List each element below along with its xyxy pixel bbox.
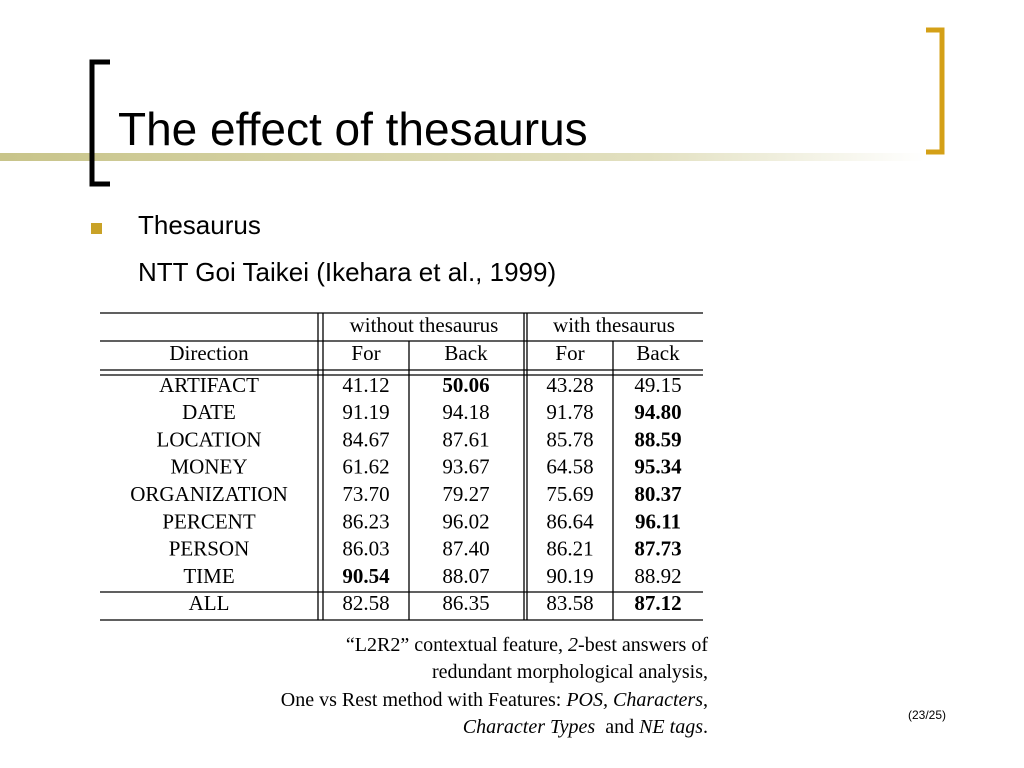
row-label: ALL — [189, 591, 230, 615]
column-header: Back — [444, 341, 488, 365]
cell: 95.34 — [634, 455, 682, 479]
group-header: with thesaurus — [553, 313, 675, 337]
cell: 86.35 — [442, 591, 489, 615]
cell: 83.58 — [546, 591, 593, 615]
caption-text: -best answers of — [578, 634, 708, 656]
cell: 64.58 — [546, 455, 593, 479]
table: without thesaurus with thesaurus Direction… — [100, 312, 703, 621]
caption-text: redundant morphological analysis, — [431, 661, 708, 684]
row-label: ORGANIZATION — [130, 482, 287, 506]
cell: 91.78 — [546, 400, 593, 424]
cell: 61.62 — [342, 455, 389, 479]
caption-text: POS, Characters — [566, 688, 703, 711]
caption-text: Character Types — [462, 715, 596, 738]
row-label: DATE — [182, 400, 236, 424]
cell: 87.61 — [442, 427, 489, 451]
caption-text: “L2R2” contextual feature, — [345, 634, 569, 656]
caption-line: One vs Rest method with Features: POS, C… — [281, 687, 708, 714]
column-header: Direction — [169, 341, 249, 365]
cell: 94.18 — [442, 400, 489, 424]
bullet-text: Thesaurus — [138, 210, 261, 240]
cell: 79.27 — [442, 482, 489, 506]
cell: 87.40 — [442, 537, 489, 561]
row-label: MONEY — [171, 455, 248, 479]
cell: 88.59 — [634, 427, 681, 451]
title-rule — [0, 153, 925, 161]
caption-line: Character Types and NE tags. — [281, 714, 708, 741]
left-bracket — [89, 59, 110, 187]
caption-text: 2 — [568, 634, 579, 656]
caption: “L2R2” contextual feature, 2-best answer… — [281, 632, 708, 741]
caption-text: , — [703, 688, 708, 711]
cell: 85.78 — [546, 427, 593, 451]
cell: 49.15 — [634, 373, 681, 397]
cell: 75.69 — [546, 482, 593, 506]
row-label: TIME — [183, 564, 234, 588]
row-label: PERSON — [169, 537, 250, 561]
bullet-marker — [91, 223, 102, 234]
cell: 80.37 — [634, 482, 681, 506]
cell: 50.06 — [442, 373, 489, 397]
cell: 93.67 — [442, 455, 489, 479]
row-label: PERCENT — [162, 509, 256, 533]
cell: 94.80 — [634, 400, 681, 424]
cell: 88.07 — [442, 564, 489, 588]
bullet-subtext: NTT Goi Taikei (Ikehara et al., 1999) — [138, 257, 557, 287]
group-header: without thesaurus — [350, 313, 499, 337]
column-header: For — [351, 341, 380, 365]
cell: 41.12 — [342, 373, 389, 397]
caption-text: One vs Rest method with Features: — [280, 688, 567, 711]
caption-text: NE tags — [639, 715, 703, 738]
cell: 87.12 — [634, 591, 681, 615]
cell: 86.23 — [342, 509, 389, 533]
cell: 86.21 — [546, 537, 593, 561]
cell: 91.19 — [342, 400, 389, 424]
caption-line: redundant morphological analysis, — [281, 659, 708, 686]
caption-text: . — [703, 715, 708, 738]
cell: 96.11 — [635, 509, 681, 533]
cell: 87.73 — [634, 537, 681, 561]
cell: 88.92 — [634, 564, 681, 588]
cell: 90.54 — [342, 564, 390, 588]
row-label: ARTIFACT — [159, 373, 259, 397]
cell: 96.02 — [442, 509, 489, 533]
row-label: LOCATION — [157, 427, 262, 451]
cell: 82.58 — [342, 591, 389, 615]
title: The effect of thesaurus — [118, 103, 588, 155]
column-header: For — [555, 341, 584, 365]
cell: 86.03 — [342, 537, 389, 561]
caption-line: “L2R2” contextual feature, 2-best answer… — [281, 632, 708, 659]
cell: 86.64 — [546, 509, 594, 533]
caption-text: and — [595, 715, 640, 738]
cell: 90.19 — [546, 564, 593, 588]
cell: 43.28 — [546, 373, 593, 397]
column-header: Back — [636, 341, 680, 365]
cell: 84.67 — [342, 427, 389, 451]
cell: 73.70 — [342, 482, 389, 506]
right-bracket — [926, 27, 945, 155]
page-number: (23/25) — [908, 708, 947, 722]
